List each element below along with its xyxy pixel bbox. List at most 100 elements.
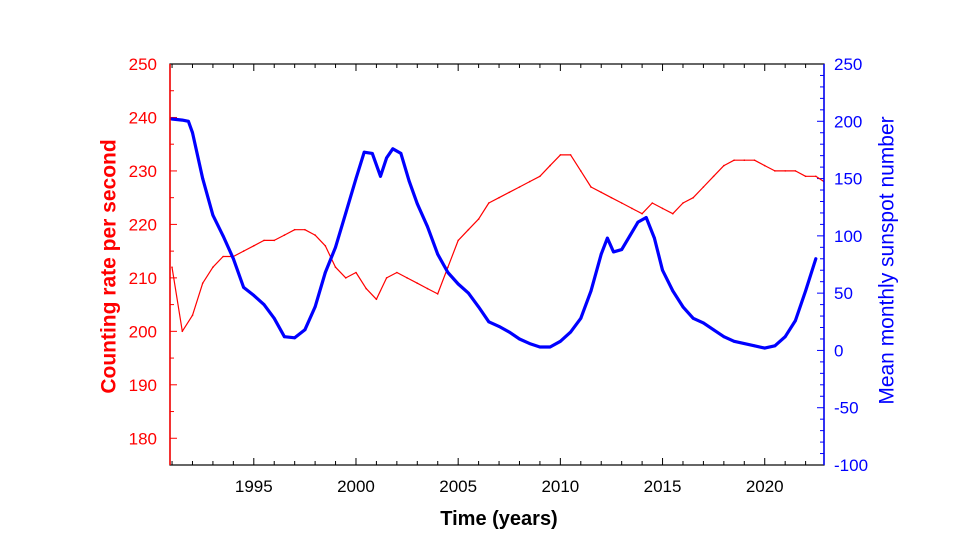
sunspot-number-point [385,156,388,160]
sunspot-number-point [528,342,532,345]
counting-rate-point [498,196,500,199]
counting-rate-point [334,266,337,269]
sunspot-number-point [671,289,675,293]
counting-rate-point [447,266,449,269]
right-axis-title: Mean monthly sunspot number [876,116,899,404]
counting-rate-point [365,287,368,290]
counting-rate-point [181,330,184,333]
sunspot-number-point [242,286,246,289]
counting-rate-point [774,170,776,172]
sunspot-number-point [313,305,317,309]
counting-rate-point [406,277,408,279]
sunspot-number-point [354,177,358,181]
counting-rate-point [518,186,521,188]
sunspot-number-point [653,236,656,240]
counting-rate-point [416,282,419,285]
right-tick-label: 0 [834,341,843,360]
left-tick-label: 220 [129,215,157,234]
counting-rate-point [600,191,602,194]
counting-rate-point [222,255,224,258]
counting-rate-line [171,154,824,332]
counting-rate-point [191,314,194,317]
counting-rate-point [396,271,398,274]
sunspot-number-point [487,320,491,324]
counting-rate-point [763,164,766,167]
right-tick-label: -50 [834,399,859,418]
sunspot-number-point [323,271,327,274]
x-tick-label: 2005 [439,477,477,496]
sunspot-number-point [794,319,797,322]
right-tick-label: 150 [834,170,862,189]
sunspot-number-point [732,339,736,343]
sunspot-number-point [362,150,366,154]
left-tick-label: 200 [129,322,157,341]
counting-rate-point [590,186,592,188]
right-tick-label: -100 [834,456,868,475]
series-layer [170,117,824,350]
sunspot-number-point [636,220,640,224]
x-tick-label: 2020 [746,477,784,496]
counting-rate-point [293,228,296,231]
left-tick-label: 240 [129,108,157,127]
sunspot-number-point [262,303,266,306]
sunspot-number-point [628,234,632,238]
counting-rate-point [794,170,797,172]
sunspot-number-point [644,216,648,219]
counting-rate-point [375,298,378,301]
counting-rate-point [171,266,173,269]
counting-rate-point [355,271,357,274]
left-tick-label: 180 [129,429,157,448]
sunspot-number-point [221,234,225,238]
sunspot-number-point [252,294,256,297]
sunspot-number-point [763,346,767,350]
counting-rate-point [712,175,715,178]
sunspot-number-point [620,248,624,252]
sunspot-number-point [538,345,542,349]
sunspot-number-point [191,131,194,135]
sunspot-number-point [283,335,286,339]
sunspot-number-point [548,345,552,349]
counting-rate-point [426,287,429,290]
sunspot-number-point [201,177,205,181]
sunspot-number-point [436,252,440,256]
sunspot-number-point [702,321,705,325]
counting-rate-point [508,191,511,194]
x-tick-label: 2010 [541,477,579,496]
sunspot-number-point [456,282,460,286]
counting-rate-point [212,266,214,269]
sunspot-number-point [612,250,615,254]
sunspot-number-point [559,339,562,343]
tick-layer [170,63,824,466]
counting-rate-point [661,207,664,210]
sunspot-number-point [232,257,235,261]
sunspot-number-point [606,236,609,240]
counting-rate-point [702,186,705,188]
sunspot-number-point [415,202,419,206]
counting-rate-point [804,175,807,178]
counting-rate-point [324,245,327,247]
counting-rate-point [528,180,531,183]
sunspot-number-point [426,225,429,229]
counting-rate-point [610,196,613,199]
counting-rate-point [283,234,286,236]
sunspot-number-point [344,211,348,215]
sunspot-number-point [814,257,818,261]
counting-rate-point [784,170,786,172]
right-tick-label: 50 [834,284,853,303]
x-tick-label: 1995 [235,477,273,496]
counting-rate-point [345,277,347,279]
counting-rate-point [815,175,817,178]
sunspot-number-line [170,117,818,350]
sunspot-number-point [599,252,603,256]
counting-rate-point [753,159,756,161]
counting-rate-point [263,239,265,242]
counting-rate-point [457,239,460,242]
right-tick-label: 100 [834,227,862,246]
sunspot-number-point [170,117,174,121]
sunspot-number-point [773,344,777,348]
counting-rate-point [314,234,316,236]
counting-rate-point [672,212,674,215]
counting-rate-point [273,239,276,242]
sunspot-number-point [722,335,726,339]
